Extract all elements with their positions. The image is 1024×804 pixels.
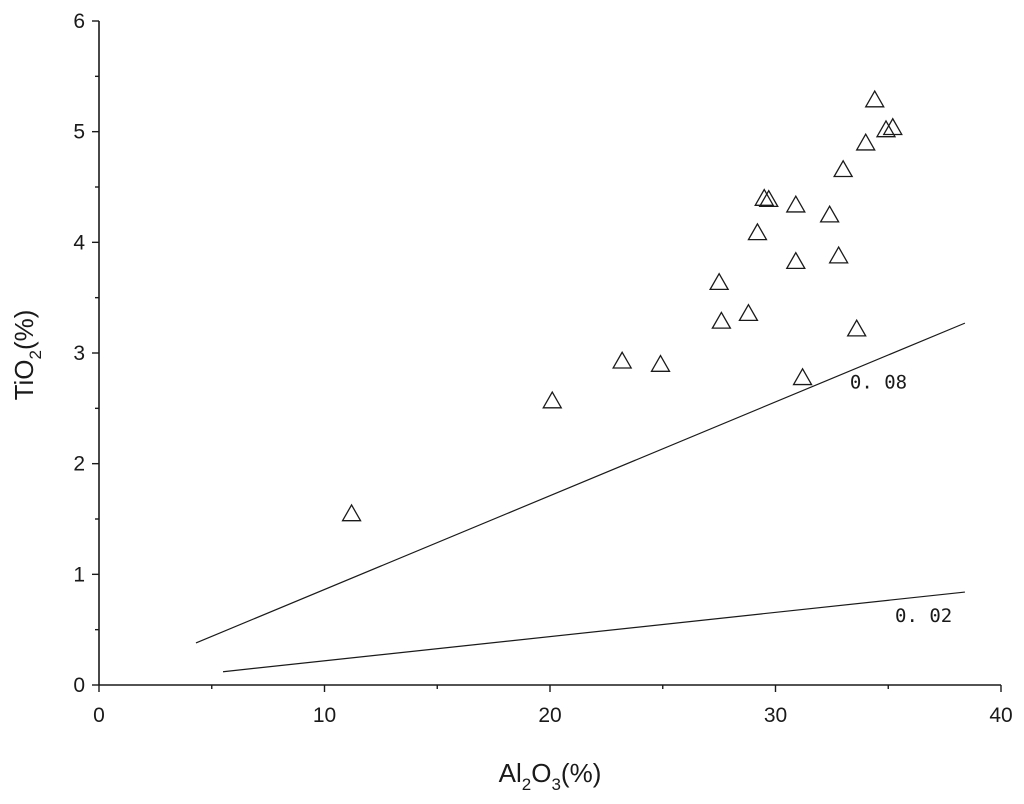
data-point	[542, 390, 563, 409]
x-tick-label: 0	[93, 704, 105, 727]
x-title-tail: (%)	[561, 758, 601, 788]
x-title-sub2: 3	[551, 775, 560, 794]
reference-line	[222, 591, 965, 673]
axes	[98, 21, 1001, 686]
y-title-main: TiO	[9, 359, 39, 400]
data-point	[792, 367, 813, 386]
x-axis-title: Al2O3(%)	[499, 758, 602, 794]
reference-line	[195, 322, 966, 644]
data-point	[882, 117, 903, 136]
data-point	[612, 350, 633, 369]
x-tick-label: 40	[989, 704, 1012, 727]
data-point	[819, 204, 840, 223]
y-tick-label: 4	[73, 231, 85, 254]
y-title-sub1: 2	[26, 350, 45, 359]
data-point	[738, 303, 759, 322]
x-title-sub1: 2	[522, 775, 531, 794]
y-title-tail: (%)	[9, 310, 39, 350]
data-points	[341, 89, 903, 522]
x-tick-label: 10	[313, 704, 336, 727]
data-point	[785, 194, 806, 213]
reference-lines: 0. 08 0. 02	[195, 322, 966, 673]
y-tick-label: 5	[73, 121, 85, 144]
x-tick-label: 20	[538, 704, 561, 727]
data-point	[855, 132, 876, 151]
y-tick-label: 3	[73, 342, 85, 365]
data-point	[341, 503, 362, 522]
data-point	[747, 222, 768, 241]
data-point	[758, 189, 779, 208]
reference-line-label: 0. 02	[895, 605, 952, 627]
y-tick-label: 0	[73, 674, 85, 697]
data-point	[833, 159, 854, 178]
y-tick-label: 6	[73, 10, 85, 33]
y-tick-label: 1	[73, 563, 85, 586]
data-point	[875, 119, 897, 138]
data-point	[650, 354, 671, 372]
y-tick-label: 2	[73, 453, 85, 476]
data-point	[711, 311, 732, 329]
y-axis-title: TiO2(%)	[9, 310, 45, 401]
reference-line-label: 0. 08	[850, 371, 907, 393]
data-point	[828, 245, 849, 264]
x-ticks: 0 10 20 30 40	[93, 685, 1013, 727]
data-point	[709, 272, 730, 291]
data-point	[754, 188, 775, 206]
x-title-mid: O	[531, 758, 551, 788]
x-title-main: Al	[499, 758, 522, 788]
y-ticks: 0 1 2 3 4 5 6	[73, 10, 99, 697]
data-point	[785, 251, 806, 270]
x-tick-label: 30	[764, 704, 787, 727]
data-point	[864, 89, 885, 108]
data-point	[846, 318, 867, 337]
